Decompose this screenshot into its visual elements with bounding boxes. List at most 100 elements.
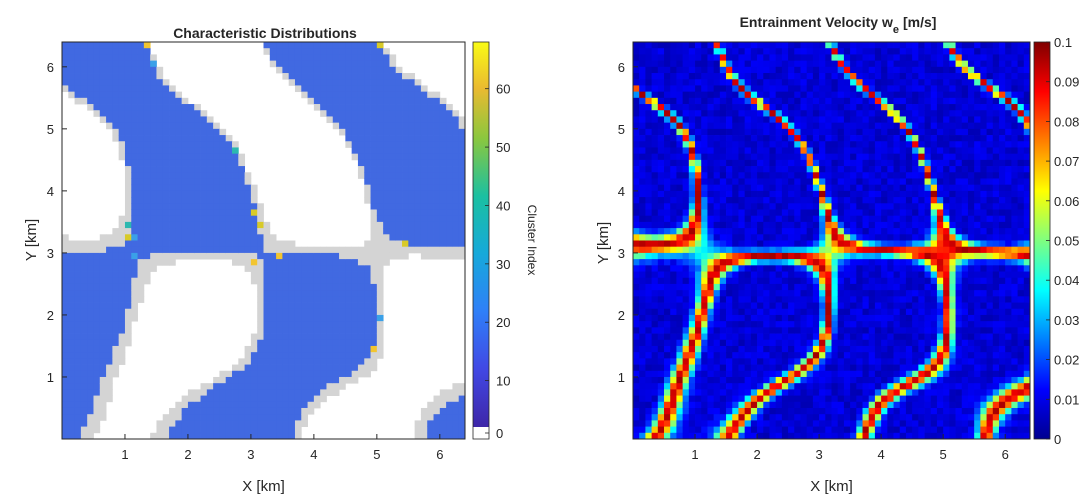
left-heatmap-cell bbox=[288, 259, 296, 266]
left-heatmap-cell bbox=[301, 389, 308, 396]
left-heatmap-cell bbox=[383, 190, 390, 198]
right-heatmap-cell bbox=[874, 91, 882, 99]
left-heatmap-cell bbox=[200, 122, 208, 130]
right-heatmap-cell bbox=[856, 172, 863, 179]
left-heatmap-cell bbox=[143, 48, 151, 55]
left-heatmap-cell bbox=[219, 184, 227, 192]
right-heatmap-cell bbox=[850, 420, 857, 427]
left-heatmap-cell bbox=[87, 66, 94, 74]
left-heatmap-cell bbox=[112, 246, 120, 254]
right-heatmap-cell bbox=[750, 333, 758, 341]
left-heatmap-cell bbox=[62, 48, 69, 55]
right-heatmap-cell bbox=[651, 147, 659, 155]
left-heatmap-cell bbox=[376, 147, 384, 155]
left-heatmap-cell bbox=[446, 432, 453, 440]
right-heatmap-cell bbox=[682, 73, 690, 80]
right-heatmap-cell bbox=[701, 376, 708, 384]
right-heatmap-cell bbox=[713, 234, 721, 241]
left-heatmap-cell bbox=[99, 407, 107, 415]
right-heatmap-cell bbox=[645, 197, 653, 204]
left-heatmap-cell bbox=[106, 48, 113, 55]
left-heatmap-cell bbox=[162, 178, 170, 186]
left-heatmap-cell bbox=[408, 234, 416, 241]
left-heatmap-cell bbox=[213, 234, 220, 241]
left-heatmap-cell bbox=[106, 122, 113, 130]
right-heatmap-cell bbox=[657, 178, 665, 186]
right-heatmap-cell bbox=[682, 407, 690, 415]
right-heatmap-cell bbox=[707, 364, 715, 372]
left-heatmap-cell bbox=[93, 426, 101, 434]
left-heatmap-cell bbox=[313, 79, 321, 86]
left-heatmap-cell bbox=[345, 308, 353, 316]
right-heatmap-cell bbox=[781, 358, 789, 365]
right-heatmap-cell bbox=[744, 352, 752, 359]
left-heatmap-cell bbox=[420, 91, 428, 99]
right-heatmap-cell bbox=[819, 73, 826, 80]
right-heatmap-cell bbox=[775, 147, 783, 155]
right-heatmap-cell bbox=[806, 215, 814, 223]
right-heatmap-cell bbox=[657, 116, 665, 124]
right-heatmap-cell bbox=[664, 395, 671, 403]
right-heatmap-cell bbox=[825, 54, 832, 62]
left-heatmap-cell bbox=[124, 85, 132, 93]
left-heatmap-cell bbox=[345, 370, 353, 378]
left-heatmap-cell bbox=[307, 333, 315, 341]
left-heatmap-cell bbox=[156, 172, 164, 179]
left-heatmap-cell bbox=[169, 147, 176, 155]
right-heatmap-cell bbox=[750, 302, 758, 310]
left-heatmap-cell bbox=[370, 197, 378, 204]
left-heatmap-cell bbox=[332, 364, 340, 372]
right-heatmap-cell bbox=[763, 66, 770, 74]
right-heatmap-cell bbox=[825, 104, 832, 111]
right-heatmap-cell bbox=[843, 358, 851, 365]
left-heatmap-cell bbox=[150, 221, 157, 229]
left-heatmap-cell bbox=[150, 147, 157, 155]
left-heatmap-cell bbox=[143, 85, 151, 93]
left-heatmap-cell bbox=[351, 91, 359, 99]
right-heatmap-cell bbox=[645, 79, 653, 86]
right-heatmap-cell bbox=[719, 190, 727, 198]
left-heatmap-cell bbox=[232, 141, 239, 148]
left-heatmap-cell bbox=[156, 234, 164, 241]
right-heatmap-cell bbox=[843, 141, 851, 148]
left-heatmap-cell bbox=[408, 172, 416, 179]
left-heatmap-cell bbox=[402, 203, 409, 210]
left-heatmap-cell bbox=[269, 54, 277, 62]
left-heatmap-cell bbox=[118, 321, 126, 328]
left-heatmap-cell bbox=[301, 265, 308, 272]
left-heatmap-cell bbox=[257, 407, 264, 415]
left-heatmap-cell bbox=[200, 184, 208, 192]
right-heatmap-cell bbox=[862, 79, 870, 86]
right-heatmap-cell bbox=[719, 352, 727, 359]
right-heatmap-cell bbox=[781, 370, 789, 378]
right-heatmap-cell bbox=[788, 277, 795, 285]
left-heatmap-cell bbox=[124, 66, 132, 74]
right-heatmap-cell bbox=[657, 376, 665, 384]
left-heatmap-cell bbox=[143, 122, 151, 130]
right-heatmap-cell bbox=[738, 414, 746, 421]
right-heatmap-cell bbox=[769, 395, 777, 403]
left-heatmap-cell bbox=[351, 141, 359, 148]
left-heatmap-cell bbox=[294, 308, 302, 316]
left-heatmap-cell bbox=[269, 321, 277, 328]
left-heatmap-cell bbox=[93, 246, 101, 254]
right-heatmap-cell bbox=[819, 364, 826, 372]
right-heatmap-cell bbox=[732, 333, 739, 341]
right-heatmap-cell bbox=[850, 116, 857, 124]
left-heatmap-cell bbox=[288, 407, 296, 415]
left-heatmap-cell bbox=[307, 352, 315, 359]
right-heatmap-cell bbox=[750, 389, 758, 396]
left-heatmap-cell bbox=[446, 240, 453, 248]
right-heatmap-cell bbox=[701, 159, 708, 167]
right-heatmap-cell bbox=[645, 209, 653, 217]
left-heatmap-cell bbox=[307, 401, 315, 409]
right-heatmap-cell bbox=[682, 48, 690, 55]
left-heatmap-cell bbox=[131, 135, 138, 142]
left-heatmap-cell bbox=[288, 302, 296, 310]
left-heatmap-cell bbox=[282, 376, 290, 384]
left-heatmap-cell bbox=[244, 172, 252, 179]
left-heatmap-cell bbox=[112, 42, 120, 49]
left-heatmap-cell bbox=[187, 110, 195, 117]
right-heatmap-cell bbox=[806, 42, 814, 49]
right-heatmap-cell bbox=[633, 277, 640, 285]
